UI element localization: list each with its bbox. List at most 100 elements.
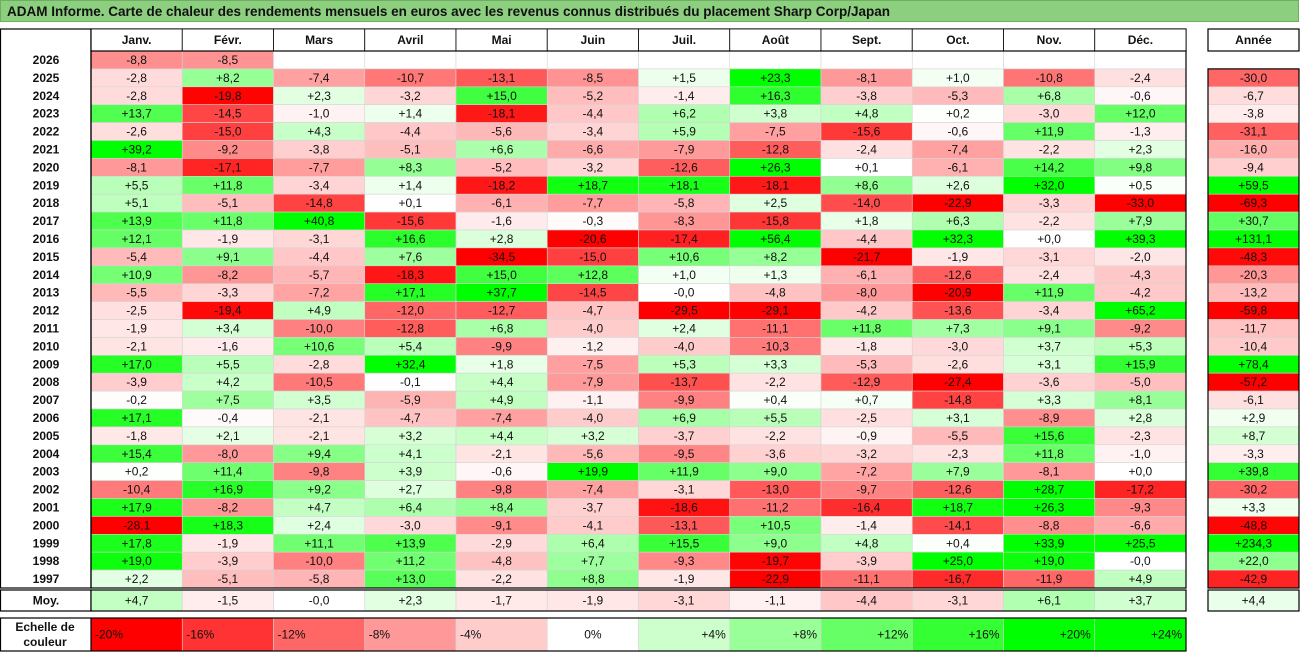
scale-swatch [820,617,913,652]
cell-value: -1,0 [309,107,330,121]
cell-value: -7,4 [309,71,330,85]
cell-value: -5,6 [583,447,604,461]
year-label: 2014 [33,268,60,282]
cell-value: -4,3 [1130,268,1151,282]
cell-value: -1,9 [674,572,695,586]
cell-value: -5,9 [400,393,421,407]
cell-value: +2,6 [946,178,970,192]
cell-value: +25,5 [1125,536,1156,550]
cell-value: -5,1 [218,196,239,210]
scale-swatch [364,617,457,652]
cell-value: +12,8 [578,268,609,282]
cell-value: +2,4 [672,321,696,335]
cell-value: +9,8 [1129,160,1153,174]
cell-value: +16,6 [395,232,426,246]
cell-value: -14,0 [853,196,881,210]
cell-value: -5,2 [583,89,604,103]
cell-value: +33,9 [1034,536,1065,550]
cell-value: -1,9 [948,250,969,264]
cell-value: -5,5 [126,286,147,300]
cell-value: -9,8 [309,465,330,479]
annual-value: -69,3 [1240,196,1268,210]
cell-value: -3,3 [218,286,239,300]
cell-value: -4,7 [583,304,604,318]
year-label: 2003 [33,465,60,479]
cell-value: -1,3 [1130,125,1151,139]
cell-value: -1,1 [583,393,604,407]
cell-value: -5,2 [491,160,512,174]
cell-value: -7,4 [491,411,512,425]
cell-value: -19,7 [762,554,790,568]
cell-value: -9,7 [856,483,877,497]
scale-label: 0% [584,628,602,642]
cell-value: -3,2 [856,447,877,461]
cell-value: +8,1 [1129,393,1153,407]
cell-value: -6,1 [856,268,877,282]
cell-value: -7,9 [583,375,604,389]
cell-value: +9,1 [1037,321,1061,335]
cell-value: -11,2 [762,500,789,514]
cell-value: -2,2 [1039,214,1060,228]
cell-value: -2,2 [765,375,786,389]
annual-value: -57,2 [1240,375,1268,389]
cell-value: +2,1 [216,429,240,443]
cell-value: +37,7 [486,286,517,300]
average-value: +6,1 [1037,594,1061,608]
cell-value: +8,3 [399,160,423,174]
cell-value: -8,0 [856,286,877,300]
cell-value: +13,7 [121,107,152,121]
cell-value: +32,3 [943,232,974,246]
cell-value: +15,0 [486,268,517,282]
month-header-label: Avril [397,33,423,47]
heatmap-cell [1094,50,1187,70]
cell-value: -10,5 [305,375,333,389]
cell-value: -5,3 [948,89,969,103]
cell-value: -15,0 [214,125,242,139]
annual-value: -10,4 [1240,339,1268,353]
cell-value: -4,8 [765,286,786,300]
cell-value: +4,1 [399,447,423,461]
year-label: 2006 [33,411,60,425]
scale-swatch [911,617,1004,652]
year-label: 2024 [33,89,60,103]
cell-value: +3,3 [1037,393,1061,407]
cell-value: -20,9 [944,286,972,300]
month-header-label: Févr. [214,33,242,47]
cell-value: -3,1 [674,483,695,497]
month-header-label: Mars [305,33,333,47]
scale-label: +24% [1151,628,1182,642]
heatmap-cell [546,50,639,70]
month-header-label: Janv. [122,33,152,47]
cell-value: +17,0 [121,357,152,371]
cell-value: -12,6 [944,268,972,282]
cell-value: -12,6 [670,160,698,174]
cell-value: -12,8 [762,142,790,156]
cell-value: -4,4 [309,250,330,264]
cell-value: +0,4 [946,536,970,550]
cell-value: +0,2 [125,465,149,479]
year-label: 2002 [33,483,60,497]
cell-value: -14,5 [214,107,242,121]
cell-value: +5,3 [672,357,696,371]
cell-value: -28,1 [123,518,151,532]
cell-value: -2,0 [1130,250,1151,264]
year-label: 2018 [33,196,60,210]
cell-value: -8,0 [218,447,239,461]
cell-value: -12,9 [853,375,881,389]
cell-value: +3,2 [399,429,423,443]
cell-value: -2,5 [856,411,877,425]
cell-value: -27,4 [944,375,972,389]
cell-value: -5,5 [948,429,969,443]
scale-swatch [455,617,548,652]
year-column-border [0,28,92,589]
cell-value: -3,2 [583,160,604,174]
cell-value: -0,6 [948,125,969,139]
cell-value: -12,0 [397,304,425,318]
cell-value: -10,4 [123,483,151,497]
cell-value: -1,6 [218,339,239,353]
scale-label-line1: Echelle de [15,620,75,634]
annual-value: -31,1 [1240,125,1268,139]
cell-value: -5,8 [674,196,695,210]
cell-value: -4,8 [491,554,512,568]
scale-label: +12% [877,628,908,642]
